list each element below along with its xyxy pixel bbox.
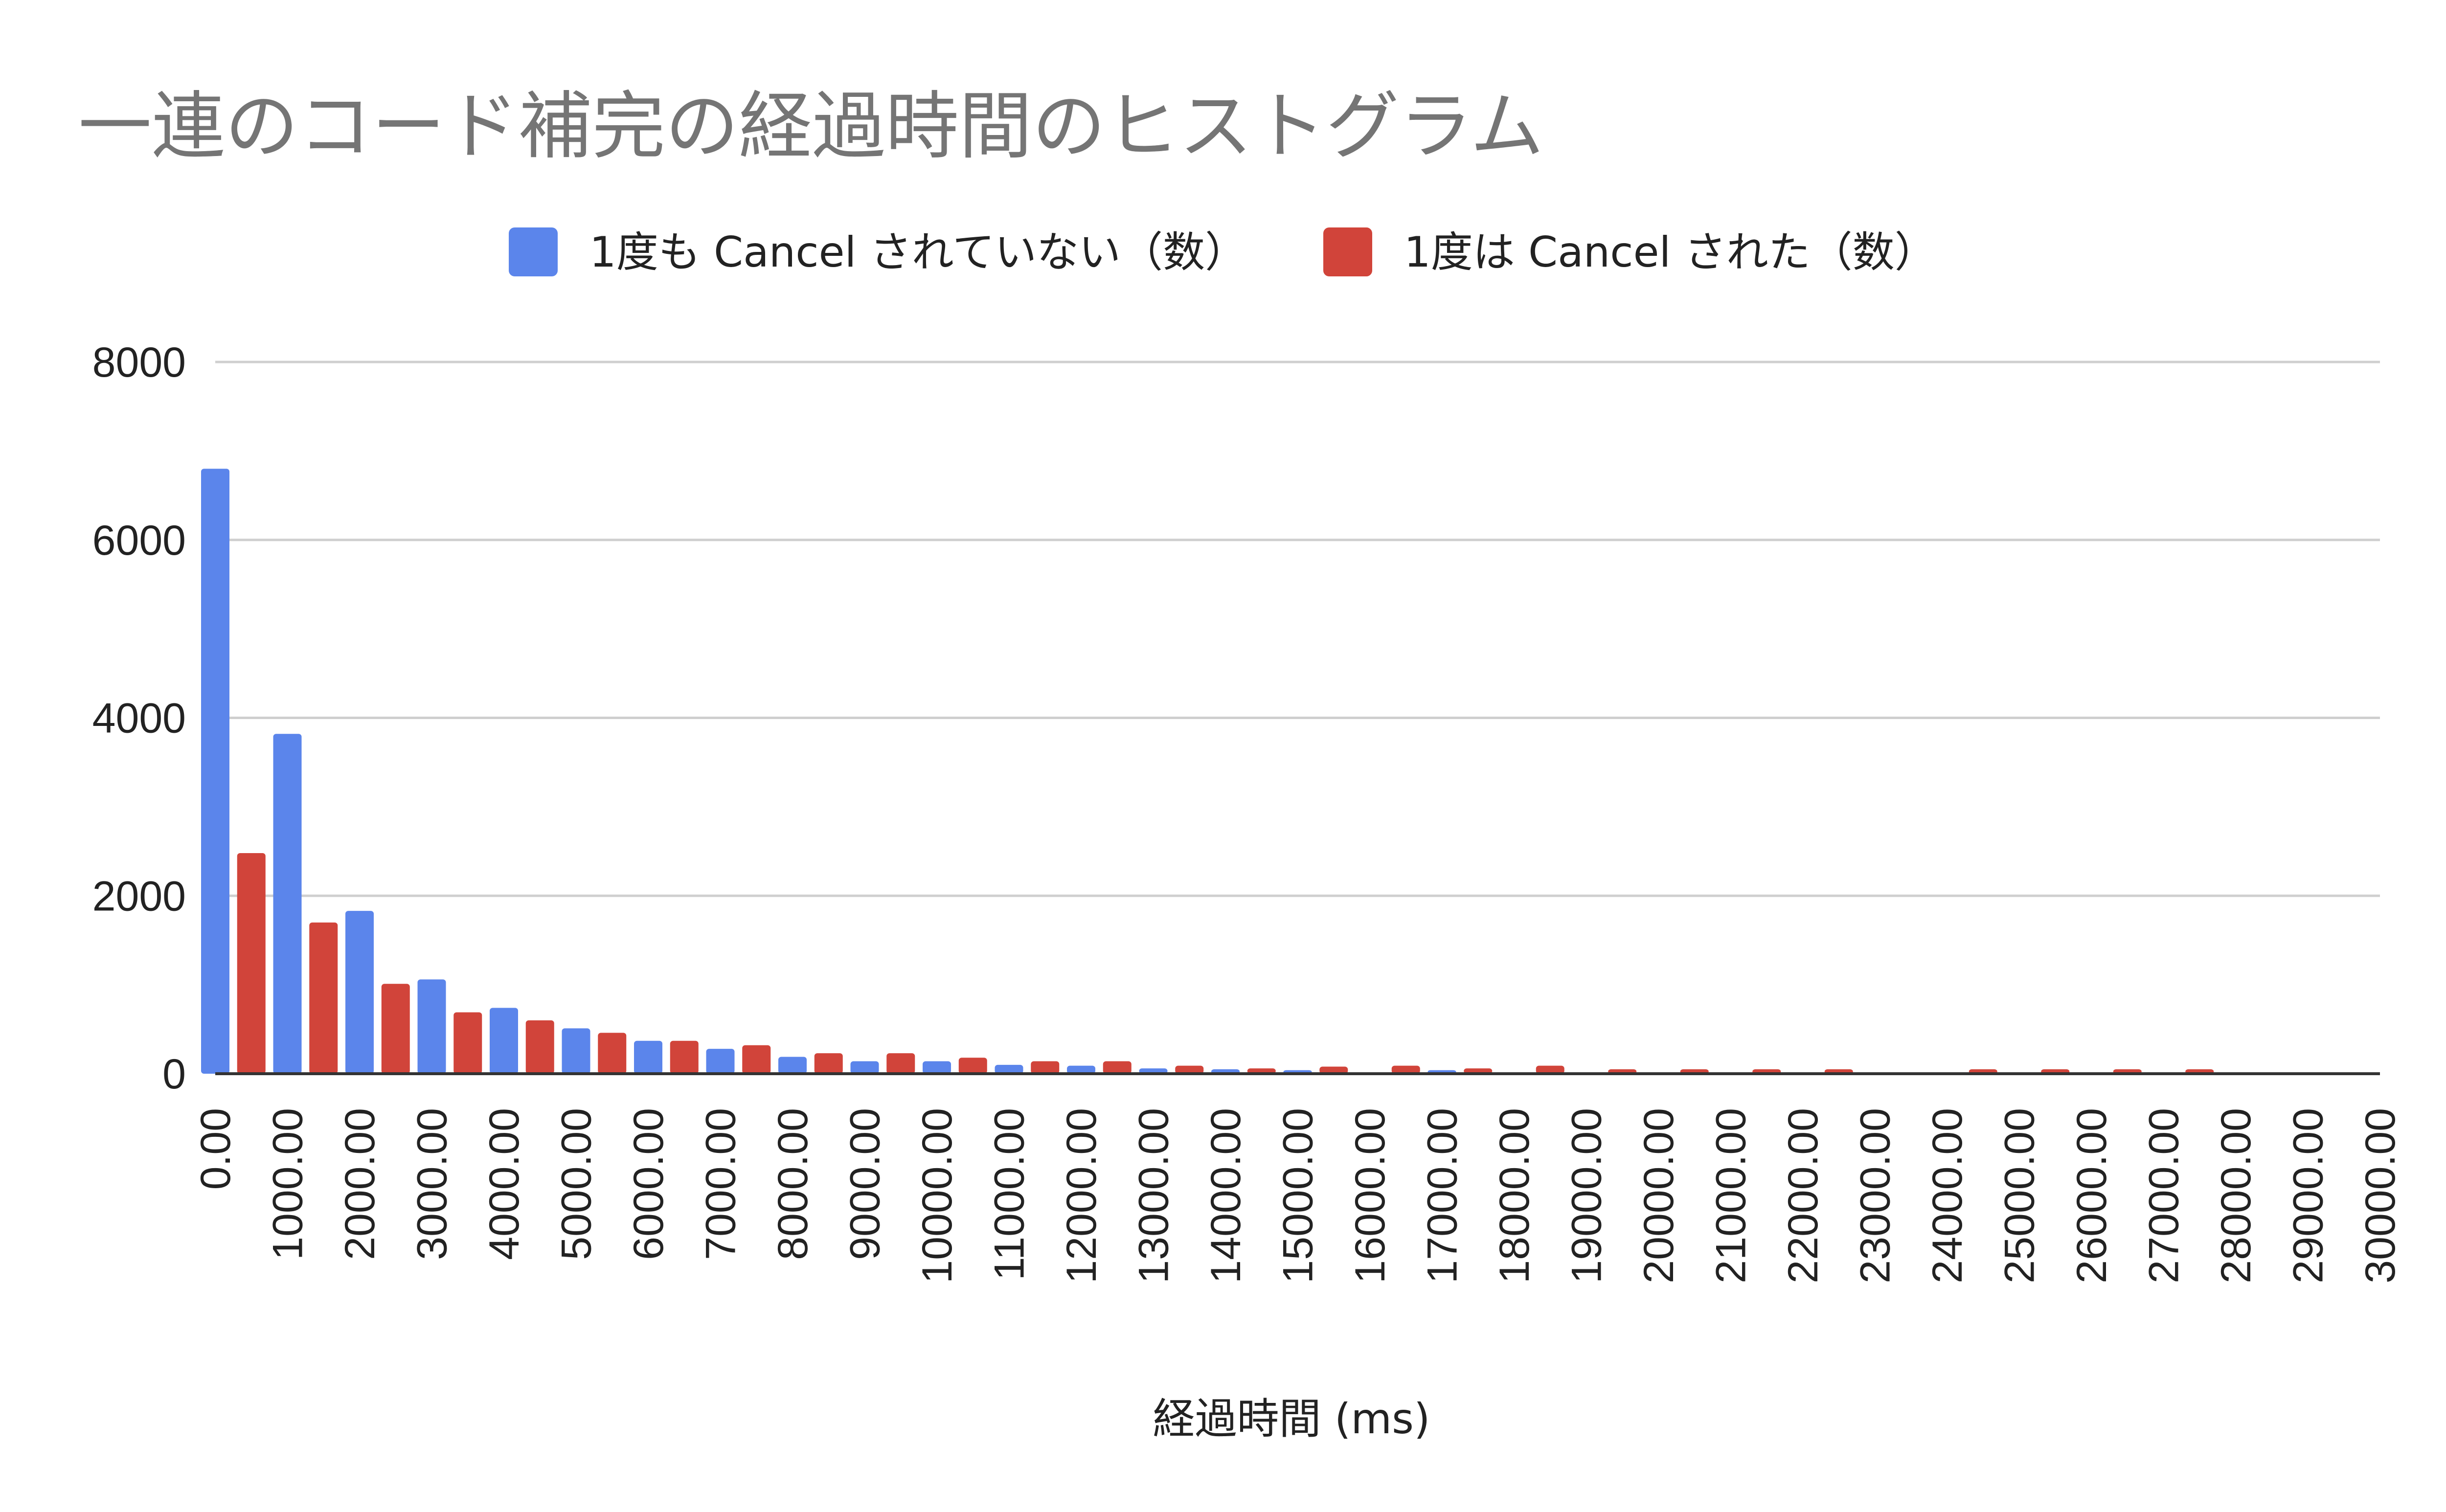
x-axis-ticks: 0.00 1000.00 2000.00 3000.00 4000.00 5000.00 6… xyxy=(192,1108,2404,1284)
x-tick-label: 22000.00 xyxy=(1780,1108,1827,1284)
x-tick-label: 27000.00 xyxy=(2141,1108,2188,1284)
x-axis-label: 経過時間 (ms) xyxy=(1153,1395,1430,1444)
bar-series-1-12000 xyxy=(1067,1065,1095,1074)
gridlines xyxy=(215,361,2380,897)
bar-series-2-1500 xyxy=(309,922,338,1074)
x-tick-label: 12000.00 xyxy=(1058,1108,1105,1284)
x-tick-label: 26000.00 xyxy=(2068,1108,2115,1284)
x-tick-label: 5000.00 xyxy=(553,1108,600,1260)
y-tick-label: 0 xyxy=(162,1051,186,1098)
bars xyxy=(201,469,2214,1074)
x-tick-label: 7000.00 xyxy=(698,1108,745,1260)
y-axis-ticks: 0 2000 4000 6000 8000 xyxy=(92,339,186,1098)
x-tick-label: 14000.00 xyxy=(1202,1108,1249,1284)
x-tick-label: 20000.00 xyxy=(1635,1108,1682,1284)
x-tick-label: 10000.00 xyxy=(914,1108,961,1284)
bar-series-1-1000 xyxy=(273,734,302,1074)
x-tick-label: 6000.00 xyxy=(625,1108,672,1260)
legend-label-series-1: 1度も Cancel されていない（数） xyxy=(589,228,1247,277)
x-tick-label: 4000.00 xyxy=(481,1108,528,1260)
y-tick-label: 4000 xyxy=(92,695,186,742)
bar-series-2-16500 xyxy=(1391,1065,1420,1074)
bar-series-2-10500 xyxy=(958,1058,987,1074)
x-tick-label: 0.00 xyxy=(192,1108,239,1190)
bar-series-2-5500 xyxy=(598,1033,627,1074)
x-tick-label: 8000.00 xyxy=(770,1108,816,1260)
x-tick-label: 3000.00 xyxy=(409,1108,456,1260)
x-tick-label: 17000.00 xyxy=(1419,1108,1466,1284)
x-tick-label: 25000.00 xyxy=(1996,1108,2043,1284)
x-tick-label: 21000.00 xyxy=(1708,1108,1755,1284)
bar-series-2-500 xyxy=(237,853,266,1074)
bar-series-1-5000 xyxy=(562,1028,590,1074)
x-tick-label: 1000.00 xyxy=(265,1108,312,1260)
bar-series-2-8500 xyxy=(814,1053,843,1074)
x-tick-label: 24000.00 xyxy=(1924,1108,1971,1284)
bar-series-1-0 xyxy=(201,469,229,1074)
x-tick-label: 16000.00 xyxy=(1347,1108,1394,1284)
legend-swatch-series-2 xyxy=(1323,227,1372,276)
x-tick-label: 13000.00 xyxy=(1131,1108,1178,1284)
bar-series-1-9000 xyxy=(850,1061,879,1074)
x-tick-label: 29000.00 xyxy=(2285,1108,2332,1284)
bar-series-1-11000 xyxy=(995,1064,1023,1074)
bar-series-1-8000 xyxy=(778,1057,807,1074)
bar-series-2-13500 xyxy=(1175,1065,1204,1074)
y-tick-label: 8000 xyxy=(92,339,186,386)
bar-series-2-12500 xyxy=(1103,1061,1132,1074)
bar-series-1-6000 xyxy=(634,1040,662,1074)
bar-series-2-7500 xyxy=(742,1045,771,1074)
bar-series-1-4000 xyxy=(490,1008,518,1074)
legend-swatch-series-1 xyxy=(509,227,558,276)
x-tick-label: 28000.00 xyxy=(2213,1108,2260,1284)
legend-label-series-2: 1度は Cancel された（数） xyxy=(1404,228,1937,277)
chart-title: 一連のコード補完の経過時間のヒストグラム xyxy=(78,84,1544,169)
x-tick-label: 2000.00 xyxy=(337,1108,384,1260)
bar-series-2-4500 xyxy=(525,1020,554,1074)
bar-series-1-7000 xyxy=(706,1049,735,1074)
x-tick-label: 18000.00 xyxy=(1491,1108,1538,1284)
y-tick-label: 2000 xyxy=(92,873,186,920)
x-tick-label: 30000.00 xyxy=(2357,1108,2404,1284)
bar-series-1-3000 xyxy=(417,979,446,1074)
bar-series-1-2000 xyxy=(345,911,374,1074)
x-tick-label: 11000.00 xyxy=(986,1108,1033,1280)
bar-series-2-9500 xyxy=(886,1053,915,1074)
bar-series-2-6500 xyxy=(670,1040,699,1074)
y-tick-label: 6000 xyxy=(92,517,186,564)
legend: 1度も Cancel されていない（数） 1度は Cancel された（数） xyxy=(509,227,1937,277)
bar-series-2-3500 xyxy=(453,1012,482,1074)
x-tick-label: 19000.00 xyxy=(1563,1108,1610,1284)
x-tick-label: 9000.00 xyxy=(842,1108,889,1260)
x-tick-label: 15000.00 xyxy=(1275,1108,1322,1284)
bar-series-1-10000 xyxy=(923,1061,951,1074)
bar-series-2-18500 xyxy=(1536,1065,1564,1074)
bar-series-2-2500 xyxy=(381,984,410,1074)
x-tick-label: 23000.00 xyxy=(1852,1108,1899,1284)
bar-series-2-11500 xyxy=(1031,1061,1060,1074)
bar-series-2-15500 xyxy=(1319,1066,1348,1074)
